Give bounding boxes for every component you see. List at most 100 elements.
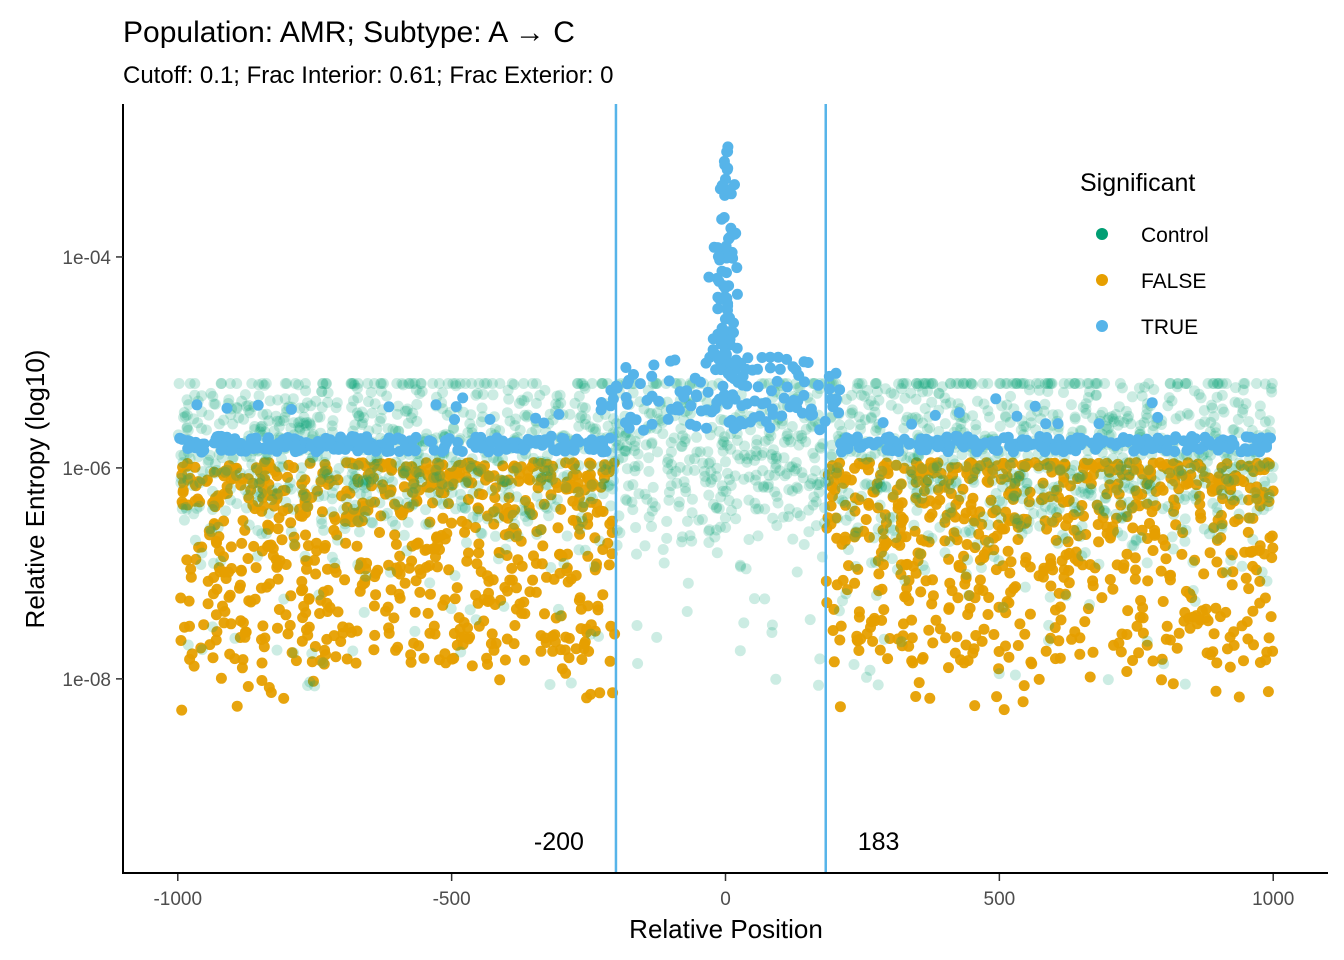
point-control [509, 420, 521, 432]
point-control [1166, 531, 1178, 543]
point-control [227, 418, 239, 430]
point-control [1197, 465, 1209, 477]
x-tick-label: 500 [984, 889, 1016, 910]
point-true [1185, 432, 1197, 444]
point-control [352, 378, 364, 389]
point-control [1007, 493, 1019, 504]
point-control [1069, 459, 1081, 471]
point-false [535, 645, 547, 657]
point-control [1018, 420, 1030, 432]
point-false [1136, 524, 1148, 536]
point-control [181, 394, 193, 406]
point-false [1046, 466, 1058, 478]
point-false [1118, 559, 1130, 571]
point-false [1215, 509, 1227, 521]
point-true [706, 406, 718, 418]
point-false [1195, 462, 1207, 474]
point-control [872, 679, 884, 691]
point-control [175, 477, 187, 489]
point-control [629, 440, 641, 452]
point-false [1266, 552, 1278, 564]
point-false [983, 592, 995, 603]
point-control [668, 432, 680, 444]
point-false [1087, 580, 1099, 592]
x-tick-label: -500 [433, 889, 471, 910]
point-true [725, 371, 737, 383]
point-false [828, 603, 840, 615]
point-false [328, 524, 340, 536]
point-false [203, 525, 215, 537]
point-control [1017, 493, 1028, 505]
point-control [851, 382, 863, 394]
point-control [255, 423, 267, 435]
point-control [573, 544, 585, 556]
point-false [849, 492, 861, 504]
point-true [691, 391, 703, 403]
point-control [1058, 387, 1069, 398]
point-control [852, 378, 864, 389]
point-false [872, 555, 884, 567]
point-false [315, 476, 327, 488]
point-control [738, 449, 750, 461]
point-control [498, 491, 510, 503]
point-false [910, 470, 922, 481]
point-control [584, 460, 596, 472]
point-false [949, 462, 961, 474]
point-control [685, 408, 696, 420]
point-false [1072, 530, 1084, 542]
point-false [1066, 633, 1078, 645]
point-false [297, 612, 309, 624]
point-false [466, 660, 478, 672]
point-false [1189, 554, 1201, 566]
point-false [511, 582, 522, 594]
point-control [730, 513, 742, 525]
point-control [399, 405, 411, 417]
point-false [454, 623, 466, 635]
point-false [539, 608, 550, 620]
point-control [597, 488, 609, 500]
point-control [1093, 558, 1105, 570]
point-control [366, 516, 377, 528]
point-control [402, 403, 414, 415]
point-control [855, 419, 866, 431]
point-false [895, 568, 907, 580]
point-false [1037, 492, 1049, 504]
point-control [774, 465, 786, 477]
point-true [313, 437, 325, 449]
point-false [1077, 559, 1089, 571]
point-false [210, 609, 222, 621]
point-control [1141, 557, 1153, 569]
point-control [554, 389, 566, 401]
point-false [953, 494, 965, 506]
point-control [246, 378, 258, 389]
point-control [1262, 500, 1274, 512]
point-control [619, 445, 631, 457]
point-true [545, 430, 557, 442]
point-control [939, 547, 951, 559]
point-false [424, 516, 436, 528]
point-control [864, 664, 876, 676]
point-control [565, 677, 577, 689]
point-control [231, 470, 242, 481]
point-true [690, 420, 702, 432]
point-false [914, 496, 926, 508]
point-false [352, 473, 364, 485]
point-control [844, 419, 856, 430]
point-control [945, 397, 956, 409]
point-control [531, 490, 543, 502]
point-false [1096, 592, 1108, 604]
point-control [876, 481, 888, 493]
point-false [945, 488, 957, 499]
point-false [185, 563, 197, 575]
point-control [249, 421, 261, 432]
point-false [1243, 494, 1254, 506]
point-false [503, 492, 515, 504]
point-true [906, 418, 918, 430]
point-control [1236, 560, 1248, 572]
point-false [895, 522, 907, 534]
point-control [460, 477, 472, 489]
point-true [595, 404, 607, 416]
point-false [306, 656, 318, 668]
point-control [322, 387, 334, 399]
point-false [536, 558, 548, 570]
